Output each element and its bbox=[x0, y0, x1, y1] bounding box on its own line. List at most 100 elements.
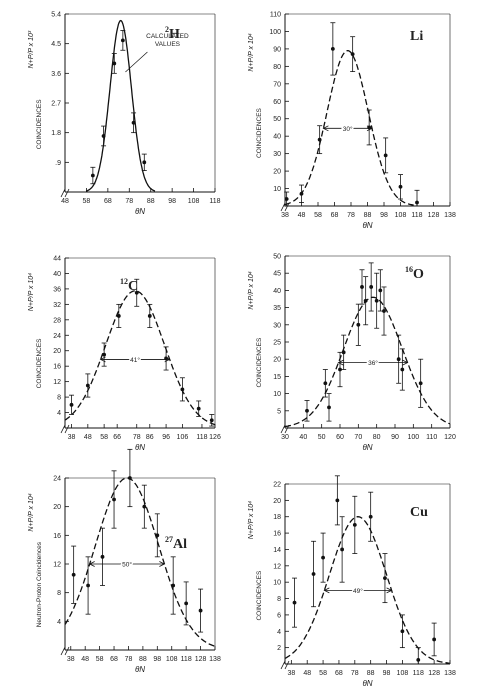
data-marker bbox=[382, 309, 386, 313]
data-marker bbox=[90, 173, 95, 178]
data-marker bbox=[112, 61, 117, 66]
data-marker bbox=[142, 160, 147, 165]
annotation-text: CALCULATED bbox=[146, 33, 189, 40]
nucleus-symbol: O bbox=[413, 267, 424, 282]
data-point bbox=[304, 400, 310, 422]
data-point bbox=[111, 470, 117, 529]
chart-panel-3: 38 48 58 66 78 86 96 106 118 12648121620242832364… bbox=[28, 256, 221, 453]
data-point bbox=[101, 125, 107, 147]
y-tick-label: 4 bbox=[57, 410, 61, 417]
data-point bbox=[120, 30, 126, 51]
fwhm-arrowheads bbox=[88, 561, 166, 567]
x-tick-label: 128 bbox=[428, 212, 440, 219]
data-marker bbox=[335, 498, 340, 503]
y-tick-label: 60 bbox=[273, 99, 281, 106]
nucleus-label: 12C bbox=[120, 277, 138, 294]
y-tick-label: 22 bbox=[273, 482, 281, 489]
x-tick-label: 78 bbox=[133, 434, 141, 441]
y-tick-label: 8 bbox=[57, 395, 61, 402]
x-tick-label: 68 bbox=[110, 656, 118, 663]
x-tick-label: 108 bbox=[395, 212, 407, 219]
fwhm-arrowheads bbox=[337, 359, 409, 366]
y-tick-label: 70 bbox=[273, 81, 281, 88]
data-marker bbox=[360, 285, 364, 289]
y-tick-label: 32 bbox=[53, 302, 61, 309]
data-marker bbox=[116, 314, 121, 318]
data-marker bbox=[400, 629, 405, 634]
data-marker bbox=[284, 197, 289, 201]
x-tick-label: 88 bbox=[139, 656, 147, 663]
width-annotation: 30° bbox=[343, 125, 353, 133]
nucleus-label: 2H bbox=[165, 25, 180, 42]
x-tick-label: 98 bbox=[380, 212, 388, 219]
x-tick-label: 70 bbox=[354, 434, 362, 441]
x-tick-label: 68 bbox=[331, 212, 339, 219]
data-point bbox=[85, 373, 91, 398]
y-tick-label: 90 bbox=[273, 46, 281, 53]
annotation-leader bbox=[125, 51, 148, 73]
data-marker bbox=[356, 322, 361, 327]
axis-break-mark bbox=[280, 660, 290, 670]
data-marker bbox=[147, 314, 152, 318]
y-tick-label: 4 bbox=[277, 629, 281, 636]
x-tick-label: 96 bbox=[162, 434, 170, 441]
x-tick-label: 88 bbox=[367, 670, 375, 677]
data-point bbox=[322, 369, 328, 398]
data-marker bbox=[321, 555, 325, 560]
chart-panel-1: 48 58 68 78 88 98 108 118 .9 1.8 2.7 3.6 4.5 5.4 θN COI… bbox=[28, 12, 221, 217]
fit-curve bbox=[284, 50, 414, 206]
data-point bbox=[418, 358, 424, 408]
data-marker bbox=[398, 184, 403, 189]
x-tick-label: 98 bbox=[168, 198, 176, 205]
x-tick-label: 120 bbox=[444, 434, 456, 441]
x-tick-label: 118 bbox=[413, 670, 424, 677]
data-point bbox=[141, 153, 147, 171]
fit-curve bbox=[64, 290, 216, 426]
chart-panel-2: 38 48 58 68 78 88 98 108 118 128 138 10 20 30 40 50 60 70… bbox=[248, 12, 456, 231]
data-marker bbox=[71, 572, 76, 577]
y-tick-label: 20 bbox=[273, 357, 281, 364]
data-marker bbox=[416, 658, 421, 662]
data-point bbox=[299, 184, 304, 203]
data-point bbox=[134, 278, 140, 307]
data-point bbox=[363, 276, 369, 326]
y-tick-label: 50 bbox=[273, 116, 281, 123]
y-tick-label: 4 bbox=[57, 619, 61, 626]
x-tick-label: 108 bbox=[188, 198, 200, 205]
data-marker bbox=[131, 120, 136, 125]
x-tick-label: 88 bbox=[364, 212, 372, 219]
x-tick-label: 78 bbox=[347, 212, 355, 219]
y-tick-label: 110 bbox=[270, 12, 281, 19]
y-axis-formula: N+P/P x 10⁴ bbox=[28, 273, 35, 311]
y-axis-label: COINCIDENCES bbox=[36, 99, 43, 150]
data-point bbox=[292, 577, 298, 628]
y-tick-label: 1.8 bbox=[51, 130, 61, 137]
axis-break-mark bbox=[60, 646, 70, 656]
data-point bbox=[116, 303, 122, 328]
width-annotation: 36° bbox=[368, 359, 378, 367]
data-marker bbox=[341, 350, 346, 355]
data-point bbox=[350, 36, 356, 72]
nucleus-symbol: C bbox=[128, 279, 138, 294]
data-marker bbox=[311, 572, 316, 576]
y-tick-label: 40 bbox=[53, 271, 61, 278]
y-tick-label: 44 bbox=[53, 256, 61, 263]
data-point bbox=[90, 166, 96, 185]
x-tick-label: 90 bbox=[391, 434, 399, 441]
y-tick-label: 12 bbox=[273, 563, 281, 570]
y-axis-label: COINCIDENCES bbox=[256, 107, 263, 158]
data-point bbox=[355, 303, 361, 346]
x-tick-label: 58 bbox=[319, 670, 327, 677]
chart-panel-4: 30 40 50 60 70 80 90 100 110 120 5 10 15 20 25 30 35 40 45… bbox=[248, 254, 456, 453]
x-tick-label: 110 bbox=[426, 434, 437, 441]
x-tick-label: 68 bbox=[335, 670, 343, 677]
data-point bbox=[381, 286, 387, 336]
x-tick-label: 50 bbox=[318, 434, 326, 441]
nucleus-mass: 12 bbox=[120, 277, 128, 286]
data-point bbox=[339, 516, 345, 583]
width-annotation: 41° bbox=[130, 356, 140, 364]
y-tick-label: 8 bbox=[57, 590, 61, 597]
data-marker bbox=[378, 288, 383, 293]
data-marker bbox=[368, 514, 373, 519]
x-tick-label: 108 bbox=[166, 656, 178, 663]
